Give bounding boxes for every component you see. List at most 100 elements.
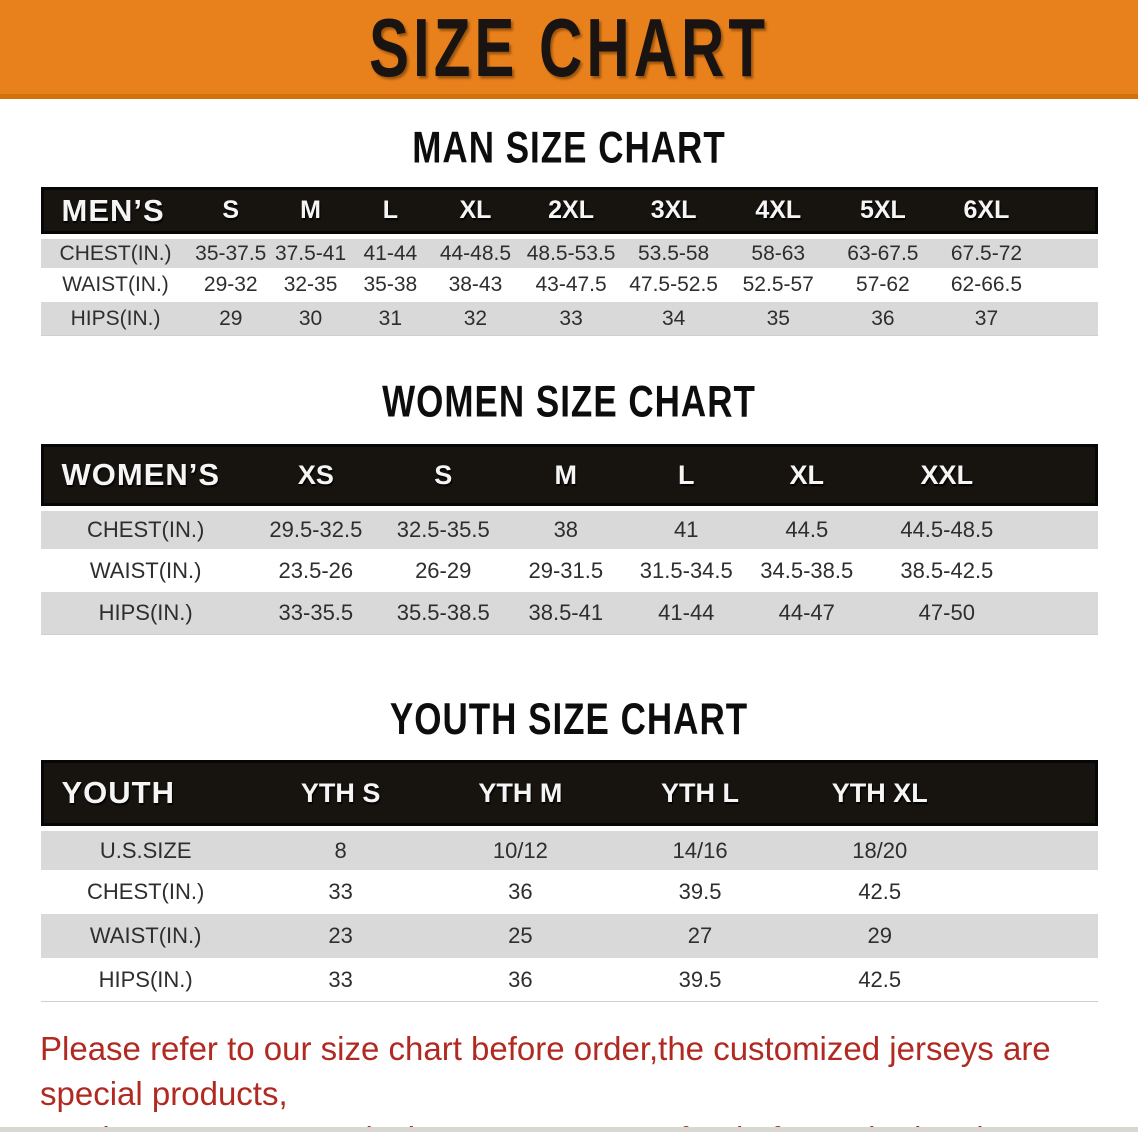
table-cell: 42.5	[858, 879, 902, 904]
table-cell: 10/12	[430, 826, 611, 870]
table-cell: 29	[789, 914, 970, 958]
table-cell: 63-67.5	[831, 234, 935, 268]
table-cell: 36	[831, 302, 935, 336]
men-size-col-header: 6XL	[934, 187, 1039, 234]
table-cell: 38	[505, 506, 627, 549]
table-cell: 38-43	[448, 273, 503, 296]
women-header-row: WOMEN’S XS S M L XL XXL	[40, 444, 1098, 506]
table-cell: 36	[430, 958, 611, 1002]
row-label: CHEST(IN.)	[87, 879, 205, 904]
men-size-col-header: S	[190, 187, 271, 234]
table-cell: 8	[250, 826, 431, 870]
table-cell: 32-35	[283, 273, 338, 296]
table-cell: 34	[621, 302, 726, 336]
table-cell: 37	[934, 302, 1039, 336]
table-cell: 62-66.5	[950, 273, 1023, 296]
table-cell: 41-44	[626, 592, 747, 635]
women-section-heading: WOMEN SIZE CHART	[382, 377, 756, 427]
row-label: U.S.SIZE	[40, 826, 251, 870]
table-cell: 42.5	[789, 958, 970, 1002]
men-section-heading: MAN SIZE CHART	[412, 122, 726, 173]
youth-size-col-header: YTH M	[430, 760, 611, 826]
table-row: CHEST(IN.) 33 36 39.5 42.5	[41, 870, 1098, 914]
row-label: WAIST(IN.)	[40, 914, 251, 958]
table-cell: 47-50	[867, 592, 1027, 635]
table-cell: 29-31.5	[528, 557, 604, 583]
cell-spacer	[1027, 549, 1098, 592]
row-label: WAIST(IN.)	[62, 273, 169, 296]
table-cell: 37.5-41	[270, 234, 351, 268]
women-size-table: WOMEN’S XS S M L XL XXL CHEST(IN.) 29.5-…	[40, 444, 1098, 635]
men-size-col-header: 5XL	[831, 187, 935, 234]
header-spacer	[1038, 187, 1098, 234]
row-label: CHEST(IN.)	[40, 234, 191, 268]
row-label: HIPS(IN.)	[40, 592, 251, 635]
youth-size-col-header: YTH S	[250, 760, 431, 826]
youth-corner-label: YOUTH	[40, 760, 251, 826]
men-size-col-header: 4XL	[725, 187, 832, 234]
table-cell: 29.5-32.5	[250, 506, 381, 549]
women-size-col-header: XL	[746, 444, 868, 506]
table-cell: 38.5-42.5	[900, 557, 994, 583]
women-size-col-header: L	[626, 444, 747, 506]
youth-section-heading: YOUTH SIZE CHART	[389, 694, 749, 745]
table-cell: 44.5	[746, 506, 868, 549]
table-row: CHEST(IN.) 35-37.5 37.5-41 41-44 44-48.5…	[40, 234, 1098, 268]
men-size-table: MEN’S S M L XL 2XL 3XL 4XL 5XL 6XL CHEST…	[40, 187, 1098, 336]
table-cell: 43-47.5	[535, 273, 607, 296]
women-size-col-header: S	[380, 444, 506, 506]
table-row: WAIST(IN.) 23.5-26 26-29 29-31.5 31.5-34…	[41, 549, 1098, 592]
table-cell: 26-29	[415, 557, 472, 583]
table-row: WAIST(IN.) 29-32 32-35 35-38 38-43 43-47…	[41, 268, 1098, 302]
cell-spacer	[1038, 302, 1098, 336]
cell-spacer	[969, 826, 1098, 870]
youth-size-table: YOUTH YTH S YTH M YTH L YTH XL U.S.SIZE …	[40, 760, 1098, 1002]
table-cell: 23	[250, 914, 431, 958]
table-cell: 32.5-35.5	[380, 506, 506, 549]
youth-size-col-header: YTH L	[610, 760, 790, 826]
table-cell: 36	[508, 879, 533, 904]
women-size-col-header: M	[505, 444, 627, 506]
table-cell: 39.5	[678, 879, 722, 904]
table-row: U.S.SIZE 8 10/12 14/16 18/20	[40, 826, 1098, 870]
table-cell: 33-35.5	[250, 592, 381, 635]
disclaimer-line-1: Please refer to our size chart before or…	[40, 1030, 1051, 1112]
cell-spacer	[1026, 506, 1098, 549]
table-cell: 38.5-41	[505, 592, 627, 635]
table-cell: 14/16	[610, 826, 790, 870]
table-cell: 27	[610, 914, 790, 958]
header-spacer	[1026, 444, 1098, 506]
table-cell: 53.5-58	[621, 234, 726, 268]
men-size-col-header: XL	[430, 187, 521, 234]
cell-spacer	[1026, 592, 1098, 635]
cell-spacer	[969, 958, 1098, 1002]
women-size-col-header: XS	[250, 444, 381, 506]
men-corner-label: MEN’S	[40, 187, 191, 234]
women-corner-label: WOMEN’S	[40, 444, 251, 506]
table-row: CHEST(IN.) 29.5-32.5 32.5-35.5 38 41 44.…	[40, 506, 1098, 549]
table-cell: 25	[430, 914, 611, 958]
row-label: HIPS(IN.)	[40, 958, 251, 1002]
table-cell: 44-48.5	[430, 234, 521, 268]
table-cell: 41-44	[350, 234, 431, 268]
row-label: HIPS(IN.)	[40, 302, 191, 336]
table-row: WAIST(IN.) 23 25 27 29	[40, 914, 1098, 958]
youth-size-col-header: YTH XL	[789, 760, 970, 826]
table-cell: 29	[190, 302, 271, 336]
youth-header-row: YOUTH YTH S YTH M YTH L YTH XL	[40, 760, 1098, 826]
men-size-col-header: M	[270, 187, 351, 234]
table-cell: 58-63	[725, 234, 832, 268]
table-cell: 41	[626, 506, 747, 549]
bottom-divider	[0, 1127, 1138, 1132]
table-cell: 52.5-57	[742, 273, 814, 296]
header-spacer	[969, 760, 1098, 826]
table-cell: 48.5-53.5	[520, 234, 622, 268]
table-cell: 44-47	[746, 592, 868, 635]
women-size-col-header: XXL	[867, 444, 1027, 506]
table-cell: 35-38	[363, 273, 418, 296]
cell-spacer	[969, 914, 1098, 958]
men-size-col-header: 2XL	[520, 187, 622, 234]
table-cell: 33	[328, 879, 353, 904]
cell-spacer	[1038, 268, 1097, 302]
